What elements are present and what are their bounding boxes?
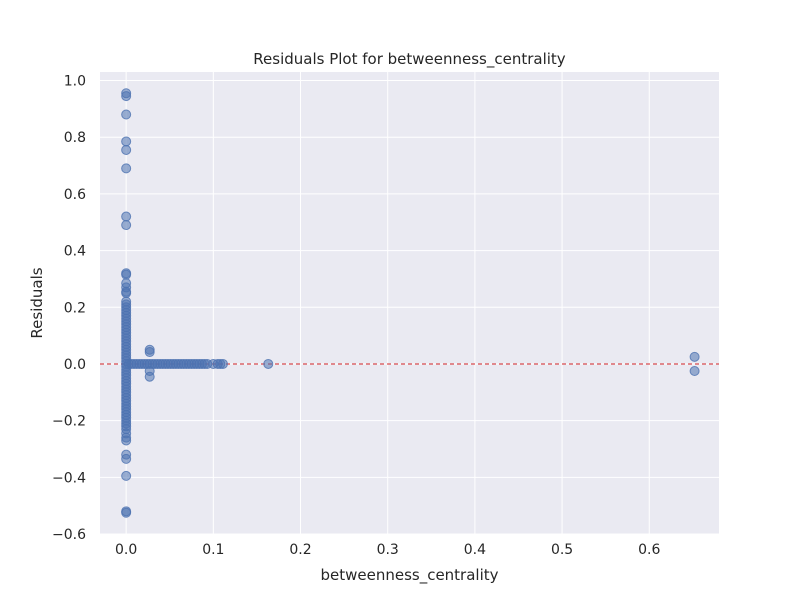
data-point [121,453,132,464]
data-point [121,136,132,147]
x-tick-label: 0.6 [638,542,660,558]
data-point [121,269,132,280]
data-point [121,220,132,231]
data-point [121,288,132,299]
data-point [121,507,132,518]
data-point [121,144,132,155]
data-point [263,358,274,369]
y-tick-label: −0.4 [52,470,86,486]
y-tick-labels: −0.6 −0.4 −0.2 0.0 0.2 0.4 0.6 0.8 1.0 [52,74,86,543]
data-point [121,163,132,174]
data-point [144,347,155,358]
data-point [121,91,132,102]
y-tick-label: 0.4 [64,244,86,260]
x-tick-label: 0.5 [551,542,573,558]
data-point [121,435,132,446]
data-point [144,371,155,382]
y-tick-label: −0.2 [52,414,86,430]
x-axis-label: betweenness_centrality [320,566,498,585]
data-point [121,470,132,481]
y-tick-label: 0.8 [64,130,86,146]
x-tick-label: 0.2 [289,542,311,558]
data-point [121,109,132,120]
data-point [121,211,132,222]
y-tick-label: 1.0 [64,74,86,90]
plot-background [100,72,719,534]
y-axis-label: Residuals [28,267,46,338]
data-point [689,366,700,377]
x-tick-labels: 0.0 0.1 0.2 0.3 0.4 0.5 0.6 [115,542,660,558]
x-tick-label: 0.0 [115,542,137,558]
x-tick-label: 0.1 [202,542,224,558]
x-tick-label: 0.3 [377,542,399,558]
y-tick-label: 0.2 [64,300,86,316]
y-tick-label: −0.6 [52,527,86,543]
data-point [217,358,228,369]
y-tick-label: 0.0 [64,357,86,373]
data-point [689,351,700,362]
scatter-points [121,88,700,518]
chart-title: Residuals Plot for betweenness_centralit… [253,50,566,69]
x-tick-label: 0.4 [464,542,486,558]
y-tick-label: 0.6 [64,187,86,203]
